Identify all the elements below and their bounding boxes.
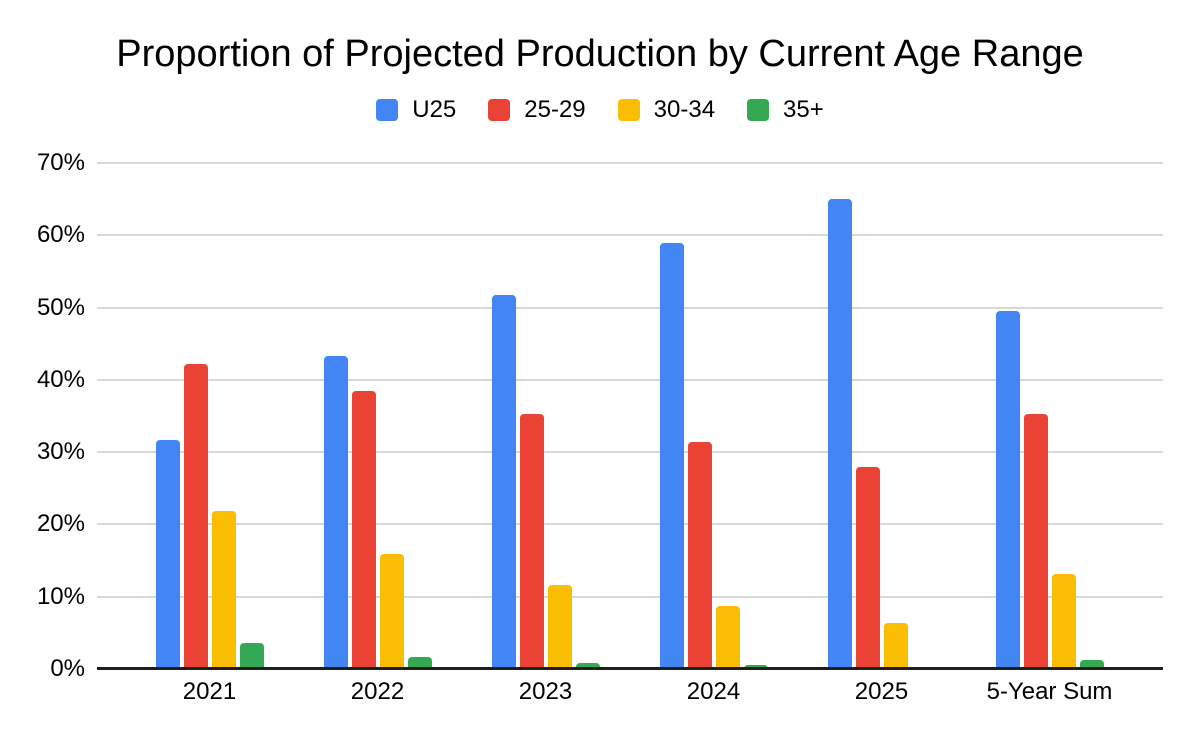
y-tick-label-30: 30% [36, 438, 85, 466]
x-tick-label-2023: 2023 [518, 678, 573, 705]
legend-item-u25: U25 [376, 97, 456, 123]
x-tick-label-2022: 2022 [350, 678, 405, 705]
bar-2021-35+ [239, 642, 264, 669]
legend-swatch-icon [617, 99, 640, 121]
bar-2025-25-29 [855, 467, 880, 669]
legend-label: 25-29 [524, 96, 586, 123]
bar-2021-u25 [155, 439, 180, 669]
bar-group-2025 [827, 163, 936, 669]
legend-item-35+: 35+ [747, 97, 824, 123]
legend-item-25-29: 25-29 [488, 96, 586, 123]
y-tick-label-70: 70% [36, 149, 85, 176]
y-tick-label-20: 20% [36, 510, 85, 538]
chart-title: Proportion of Projected Production by Cu… [116, 33, 1084, 75]
bar-2023-25-29 [519, 413, 544, 669]
bar-5-year-sum-35+ [1079, 659, 1104, 669]
legend-label: U25 [412, 96, 457, 123]
x-axis-labels: 2021 2022 2023 2024 2025 5-Year Sum [97, 679, 1163, 709]
bar-2022-25-29 [351, 391, 376, 669]
gridline-10 [97, 595, 1163, 598]
bar-2024-25-29 [687, 442, 712, 669]
gridline-50 [97, 306, 1163, 309]
y-tick-label-60: 60% [36, 221, 85, 249]
legend-swatch-icon [376, 99, 399, 121]
x-tick-label-2025: 2025 [854, 678, 909, 705]
gridline-30 [97, 451, 1163, 454]
bar-2023-35+ [575, 662, 600, 669]
y-tick-label-0: 0% [50, 655, 85, 682]
bar-group-2021 [155, 163, 264, 669]
bar-2021-30-34 [211, 510, 236, 669]
bar-2024-30-34 [715, 606, 740, 669]
gridline-70 [97, 162, 1163, 164]
bar-2022-30-34 [379, 554, 404, 669]
y-axis-labels: 0% 10% 20% 30% 40% 50% 60% 70% [0, 151, 85, 681]
gridline-20 [97, 523, 1163, 526]
x-tick-label-5-year-sum: 5-Year Sum [986, 678, 1113, 705]
bar-5-year-sum-30-34 [1051, 574, 1076, 669]
legend-swatch-icon [488, 99, 511, 121]
bar-group-5-year-sum [995, 163, 1104, 669]
bar-2022-35+ [407, 657, 432, 669]
bar-2023-30-34 [547, 585, 572, 669]
y-tick-label-50: 50% [36, 293, 85, 321]
bar-2023-u25 [491, 295, 516, 669]
legend-label: 35+ [783, 96, 824, 123]
bar-group-2023 [491, 163, 600, 669]
bar-5-year-sum-u25 [995, 311, 1020, 669]
plot-area [97, 162, 1163, 670]
gridline-60 [97, 234, 1163, 237]
y-tick-label-40: 40% [36, 365, 85, 393]
x-tick-label-2024: 2024 [686, 678, 741, 705]
bar-2025-u25 [827, 199, 852, 669]
bar-2025-30-34 [883, 622, 908, 669]
x-axis-line [97, 667, 1163, 670]
legend-swatch-icon [747, 99, 770, 121]
bar-group-2024 [659, 163, 768, 669]
x-tick-label-2021: 2021 [182, 678, 237, 705]
chart-legend: U25 25-29 30-34 35+ [0, 97, 1200, 123]
bar-2022-u25 [323, 356, 348, 669]
y-tick-label-10: 10% [36, 582, 85, 610]
bar-5-year-sum-25-29 [1023, 413, 1048, 669]
bar-2024-u25 [659, 242, 684, 669]
gridline-40 [97, 378, 1163, 381]
legend-item-30-34: 30-34 [617, 96, 716, 123]
bar-2021-25-29 [183, 363, 208, 669]
bar-group-2022 [323, 163, 432, 669]
legend-label: 30-34 [653, 96, 716, 123]
